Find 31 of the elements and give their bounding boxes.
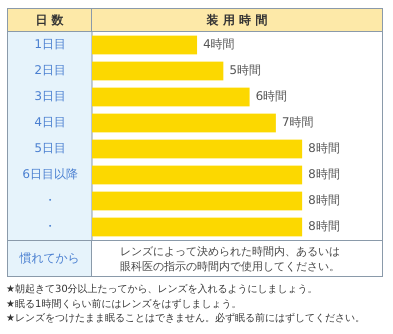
bar [92,36,198,54]
x-axis-title: 装 用 時 間 [206,12,268,28]
text: ★眠る1時間くらい前にはレンズをはずしましょう。 [6,298,242,312]
text: ★レンズをつけたまま眠ることはできません。必ず眠る前にはずしてください。 [6,312,365,326]
y-tick-label: 4日目 [34,115,66,130]
text: 慣れてから [8,241,92,276]
bar [92,140,302,158]
data-label: 6時間 [256,89,288,104]
text: レンズによって決められた時間内、あるいは眼科医の指示の時間内で使用してください。 [120,244,341,274]
y-tick-label: ・ [44,219,56,234]
bar [92,218,302,236]
bar [92,166,302,184]
y-axis-title: 日 数 [8,9,92,31]
bar [92,88,250,106]
bar [92,192,302,210]
bar [92,114,276,132]
y-tick-label: 5日目 [34,141,66,156]
y-tick-label: 3日目 [34,89,66,104]
data-label: 8時間 [308,141,340,156]
y-tick-label: 1日目 [34,37,66,52]
data-label: 8時間 [308,219,340,234]
text: ★朝起きて30分以上たってから、レンズを入れるようにしましょう。 [6,283,319,297]
data-label: 8時間 [308,193,340,208]
data-label: 5時間 [229,63,261,78]
data-label: 4時間 [203,37,235,52]
y-tick-label: 2日目 [34,63,66,78]
y-tick-label: ・ [44,193,56,208]
data-label: 8時間 [308,167,340,182]
data-label: 7時間 [282,115,314,130]
y-tick-label: 6日目以降 [22,167,78,182]
bar [92,62,224,80]
